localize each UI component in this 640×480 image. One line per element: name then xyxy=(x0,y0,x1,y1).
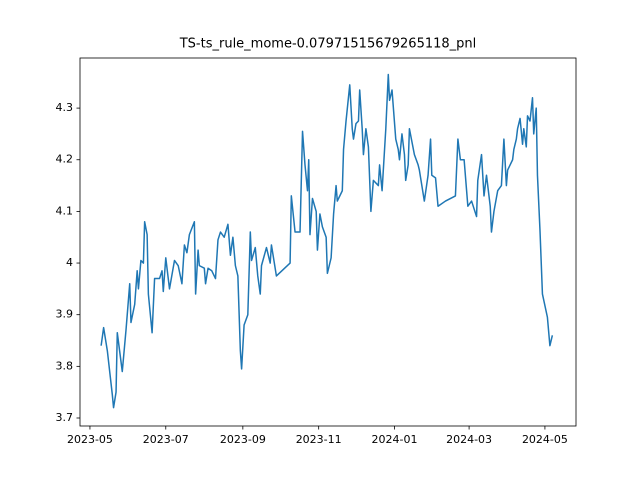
x-tick-label: 2023-07 xyxy=(143,433,189,446)
y-tick-label: 3.8 xyxy=(56,359,74,372)
chart-title: TS-ts_rule_mome-0.07971515679265118_pnl xyxy=(179,37,477,52)
y-tick-label: 3.7 xyxy=(56,411,74,424)
y-tick-label: 4.2 xyxy=(56,153,74,166)
line xyxy=(100,73,554,409)
x-tick-label: 2024-01 xyxy=(372,433,418,446)
x-tick-label: 2023-05 xyxy=(67,433,113,446)
y-tick-label: 4.1 xyxy=(56,204,74,217)
y-tick-label: 4 xyxy=(66,256,73,269)
x-tick-label: 2024-03 xyxy=(446,433,492,446)
y-tick-label: 3.9 xyxy=(56,308,74,321)
axes-frame xyxy=(79,57,577,427)
y-tick-label: 4.3 xyxy=(56,101,74,114)
x-tick-label: 2023-09 xyxy=(220,433,266,446)
x-tick-label: 2023-11 xyxy=(296,433,342,446)
x-tick-label: 2024-05 xyxy=(522,433,568,446)
